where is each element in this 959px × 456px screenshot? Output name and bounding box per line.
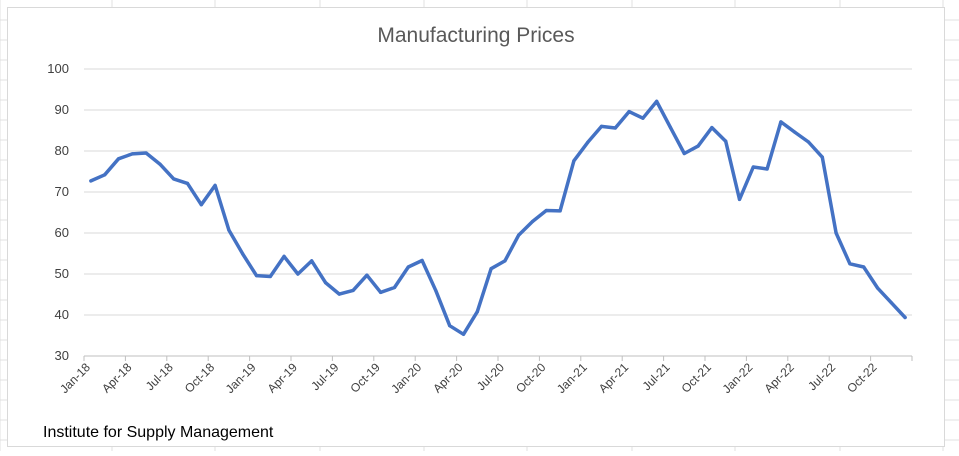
- x-tick-label: Jul-19: [308, 360, 341, 393]
- data-point: [862, 265, 866, 269]
- data-point: [903, 315, 907, 320]
- data-point: [130, 152, 134, 156]
- data-point: [158, 162, 162, 166]
- y-tick-label: 40: [55, 307, 69, 322]
- data-point: [103, 173, 107, 177]
- x-tick-label: Apr-18: [99, 360, 135, 396]
- x-tick-label: Apr-19: [265, 360, 301, 396]
- x-tick-label: Oct-18: [182, 360, 218, 396]
- data-point: [779, 120, 783, 124]
- data-point: [199, 203, 203, 207]
- x-tick-label: Jul-20: [474, 360, 507, 393]
- series-layer: [89, 99, 907, 337]
- data-point: [227, 228, 231, 232]
- chart-area[interactable]: Manufacturing Prices 30 40 50 60 70 80 90 100 J…: [7, 7, 945, 447]
- data-point: [710, 126, 714, 130]
- data-point: [668, 126, 673, 130]
- data-point: [572, 159, 576, 163]
- data-point: [737, 197, 742, 201]
- data-point: [489, 267, 493, 271]
- series-line: [89, 99, 907, 337]
- data-point: [116, 157, 121, 161]
- y-tick-label: 70: [55, 184, 69, 199]
- data-point: [544, 208, 548, 213]
- x-tick-label: Apr-22: [761, 360, 797, 396]
- data-point: [365, 273, 369, 277]
- data-point: [627, 110, 631, 114]
- data-point: [241, 252, 245, 256]
- data-point: [282, 254, 286, 258]
- data-point: [875, 286, 880, 290]
- x-tick-label: Oct-21: [679, 360, 715, 396]
- data-point: [434, 289, 438, 293]
- y-tick-label: 90: [55, 102, 69, 117]
- data-point: [185, 181, 190, 185]
- x-tick-label: Jul-18: [143, 360, 176, 393]
- data-point: [586, 140, 590, 144]
- y-tick-label: 50: [55, 266, 69, 281]
- y-tick-label: 60: [55, 225, 69, 240]
- y-tick-label: 80: [55, 143, 69, 158]
- data-point: [696, 144, 700, 148]
- data-point: [351, 288, 355, 292]
- data-point: [724, 139, 728, 143]
- y-tick-label: 100: [47, 61, 69, 76]
- data-point: [641, 116, 645, 120]
- data-point: [406, 265, 410, 269]
- data-point: [834, 231, 838, 235]
- data-point: [517, 233, 521, 237]
- data-point: [296, 272, 300, 276]
- data-point: [793, 130, 797, 134]
- y-axis-ticks: 30 40 50 60 70 80 90 100: [47, 61, 69, 363]
- data-point: [379, 290, 383, 295]
- data-point: [172, 177, 176, 181]
- data-point: [323, 281, 328, 285]
- line-chart: Manufacturing Prices 30 40 50 60 70 80 90 100 J…: [47, 24, 913, 396]
- data-point: [144, 151, 148, 155]
- source-note: Institute for Supply Management: [43, 424, 274, 441]
- data-point: [475, 310, 479, 314]
- x-tick-label: Oct-20: [513, 360, 549, 396]
- data-point: [461, 332, 466, 336]
- x-tick-label: Jul-21: [640, 360, 673, 393]
- x-tick-label: Jan-19: [223, 360, 259, 396]
- gridlines: [84, 68, 912, 357]
- data-point: [392, 285, 397, 290]
- x-tick-label: Oct-19: [347, 360, 383, 396]
- x-tick-label: Apr-20: [430, 360, 466, 396]
- data-point: [848, 262, 852, 266]
- data-point: [751, 165, 755, 169]
- data-point: [310, 259, 314, 263]
- data-point: [806, 140, 811, 144]
- data-point: [558, 209, 562, 213]
- chart-title: Manufacturing Prices: [377, 24, 574, 47]
- data-point: [599, 124, 604, 128]
- data-point: [213, 183, 217, 188]
- data-point: [765, 167, 769, 171]
- x-tick-label: Apr-21: [596, 360, 632, 396]
- data-point: [503, 259, 507, 263]
- data-point: [613, 126, 617, 130]
- x-axis: Jan-18 Apr-18 Jul-18 Oct-18 Jan-19 Apr-19 Jul-…: [57, 355, 913, 396]
- x-tick-label: Jan-22: [720, 360, 756, 396]
- data-point: [530, 219, 535, 224]
- data-point: [682, 151, 686, 156]
- data-point: [420, 258, 424, 263]
- data-point: [89, 179, 93, 183]
- y-tick-label: 30: [55, 348, 69, 363]
- x-tick-label: Jan-18: [57, 360, 93, 396]
- x-tick-label: Jan-21: [554, 360, 590, 396]
- data-point: [820, 155, 824, 159]
- data-point: [448, 324, 452, 328]
- data-point: [268, 274, 272, 279]
- data-point: [655, 99, 659, 103]
- x-tick-label: Jan-20: [388, 360, 424, 396]
- data-point: [254, 274, 259, 278]
- data-point: [889, 301, 893, 305]
- x-tick-label: Oct-22: [844, 360, 880, 396]
- x-tick-label: Jul-22: [805, 360, 838, 393]
- data-point: [337, 292, 341, 296]
